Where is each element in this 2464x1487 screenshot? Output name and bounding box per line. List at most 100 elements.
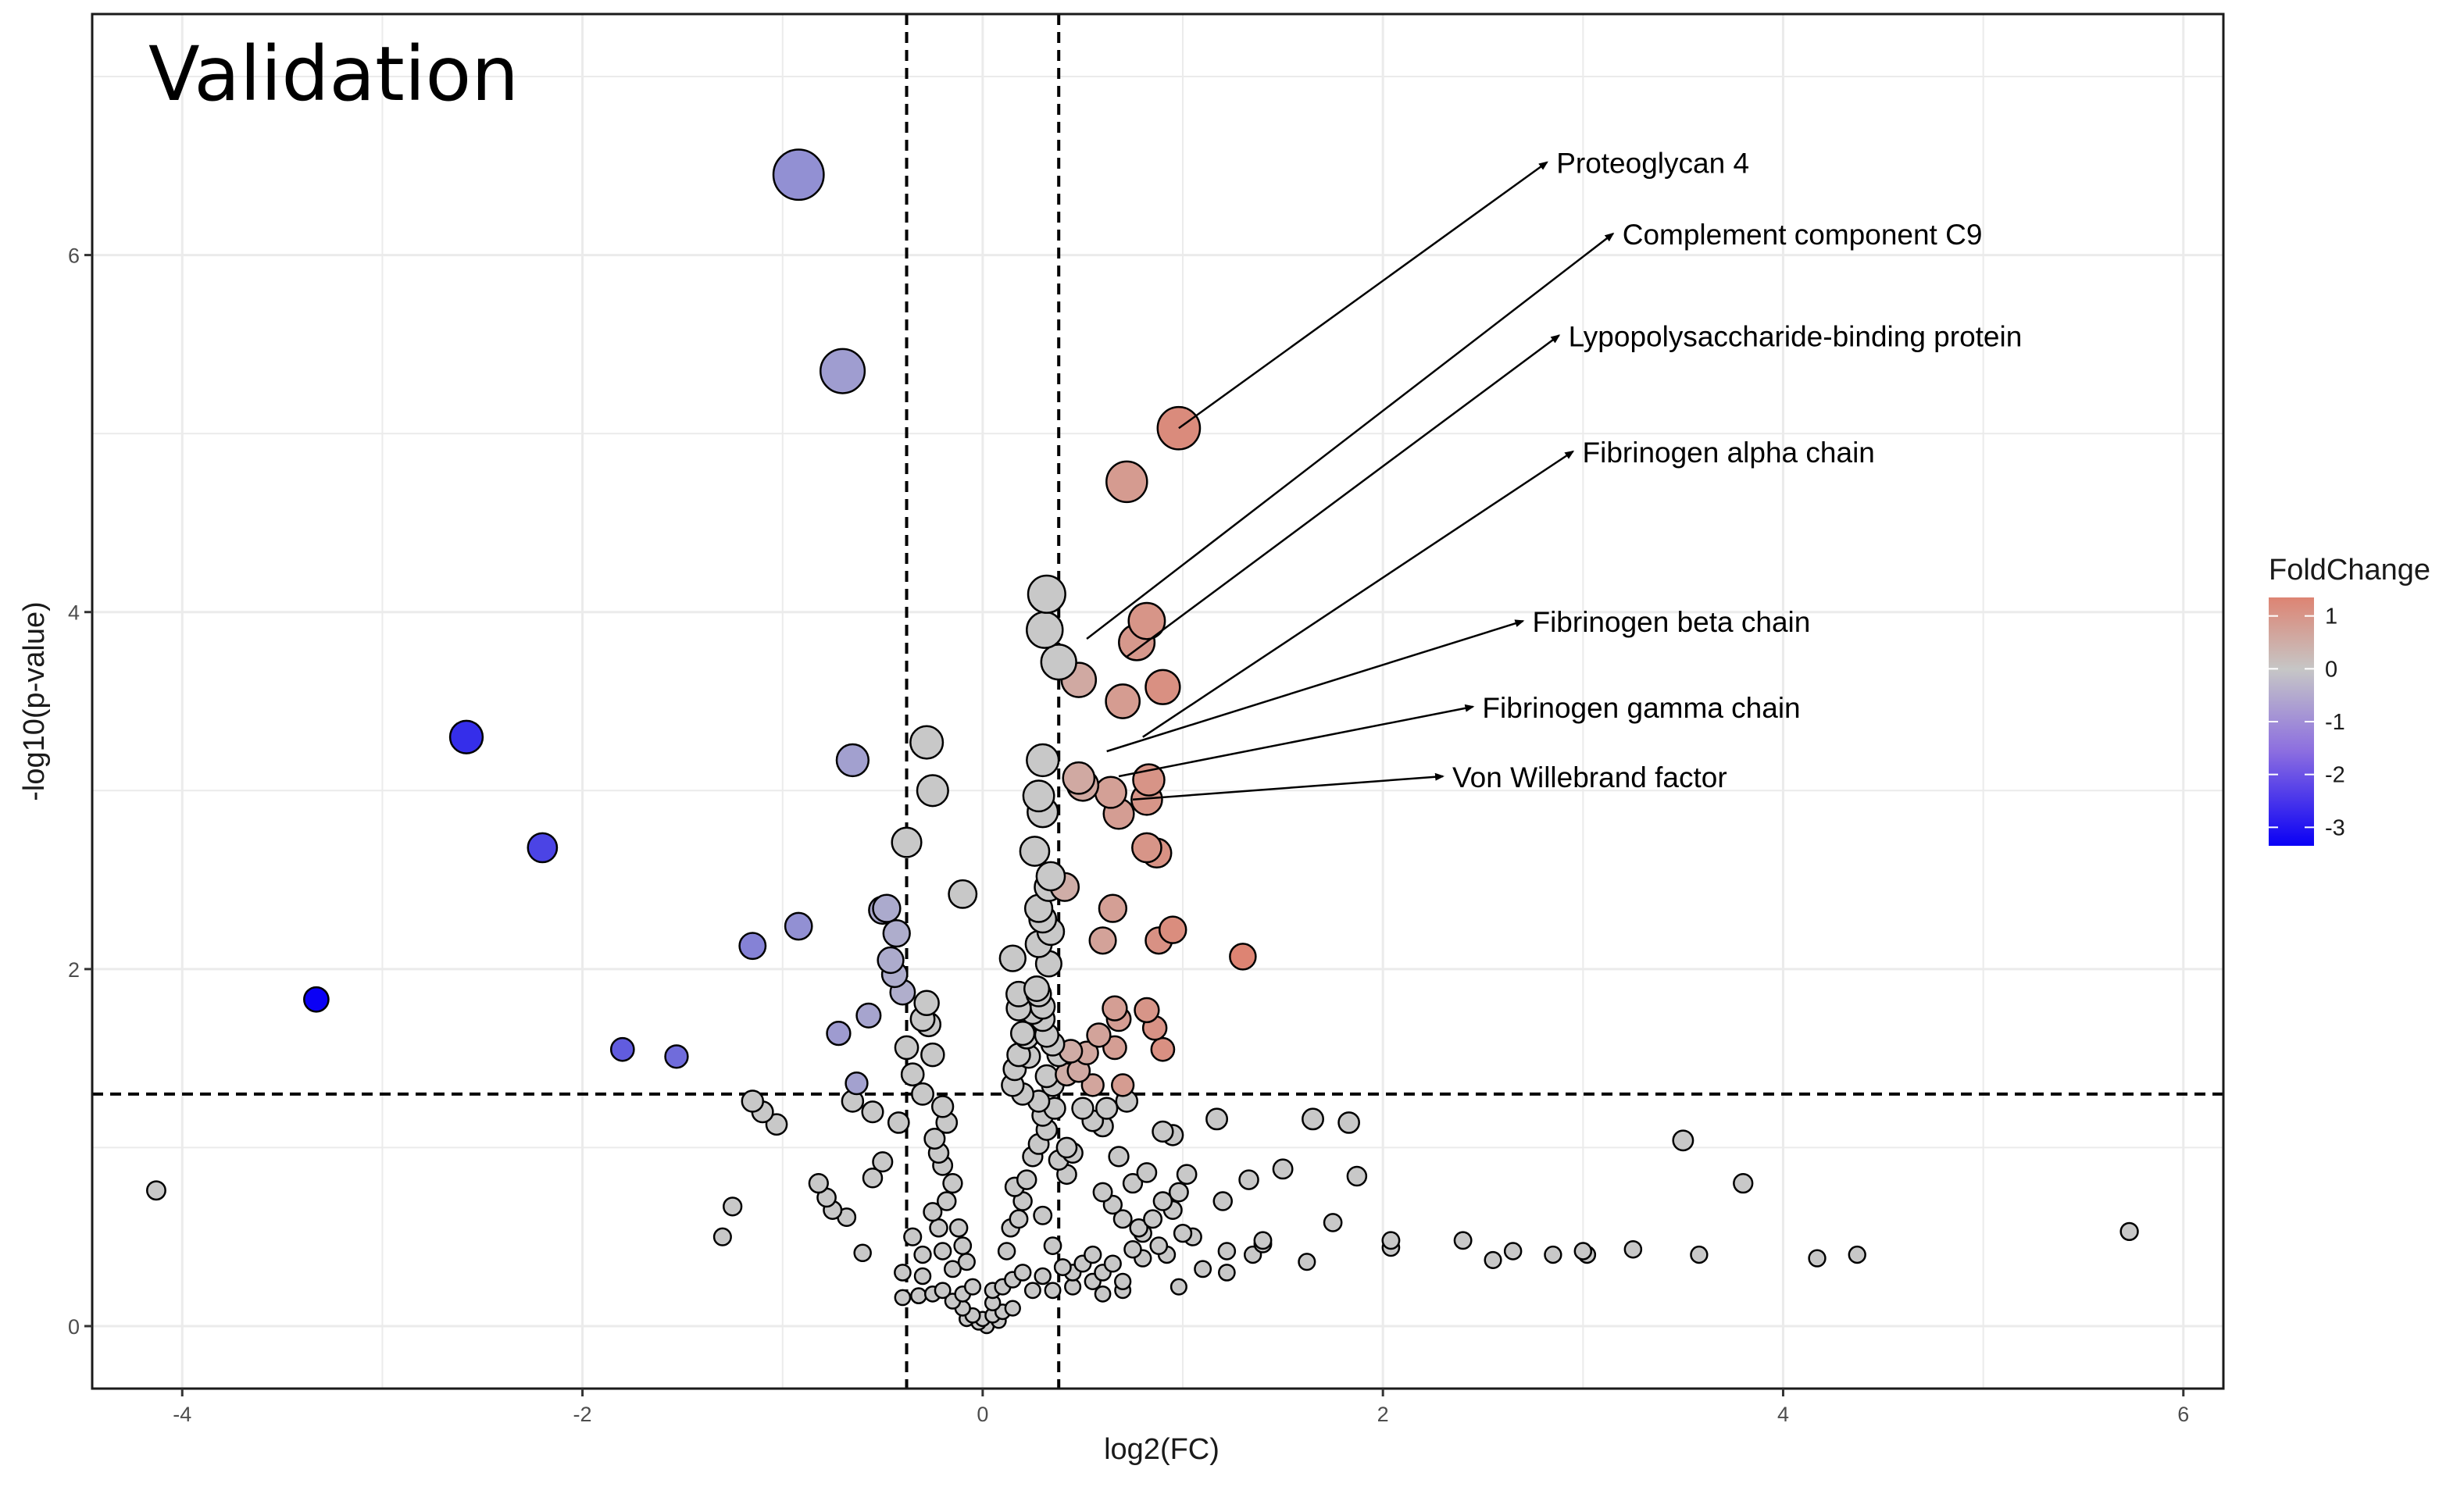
data-point [933, 1242, 952, 1261]
data-point [1149, 1236, 1169, 1255]
y-tick-label: 6 [68, 244, 80, 268]
data-point [1272, 1158, 1294, 1180]
x-tick-label: -2 [573, 1403, 592, 1426]
data-point [1503, 1242, 1523, 1261]
data-point [855, 1002, 882, 1029]
data-point [862, 1168, 884, 1189]
data-point [1092, 1182, 1113, 1203]
data-point [712, 1227, 732, 1246]
data-point [1019, 836, 1051, 867]
data-point [1381, 1231, 1401, 1250]
data-point [765, 1113, 788, 1136]
data-point [1573, 1242, 1593, 1261]
y-axis-title: -log10(p-value) [18, 601, 51, 801]
data-point [1152, 1191, 1173, 1211]
data-point [835, 743, 870, 778]
data-point [1176, 1164, 1198, 1186]
data-point [664, 1044, 689, 1069]
data-point [877, 946, 905, 975]
annotation-arrow [1106, 619, 1525, 753]
data-point [1112, 1209, 1133, 1229]
data-point [1123, 1239, 1142, 1259]
data-point [887, 1111, 910, 1134]
data-point [1690, 1245, 1709, 1264]
data-point [1034, 1267, 1052, 1286]
data-point [937, 1191, 957, 1211]
data-point [1055, 1136, 1078, 1159]
data-point [1136, 1162, 1158, 1183]
data-point [948, 1218, 969, 1238]
data-point [1158, 915, 1187, 944]
data-point [948, 879, 978, 909]
legend-tick-label: -2 [2325, 763, 2345, 788]
x-tick-label: 0 [977, 1403, 988, 1426]
color-legend: FoldChange 1 0 -1 -2 -3 [2269, 554, 2430, 846]
data-point [1122, 1172, 1144, 1194]
data-point [930, 1095, 955, 1118]
data-point [784, 911, 813, 941]
data-point [1484, 1250, 1502, 1269]
data-point [1229, 943, 1257, 971]
data-point [1253, 1231, 1273, 1250]
data-point [920, 1042, 945, 1068]
data-point [303, 986, 330, 1013]
legend-tick-label: -3 [2325, 815, 2345, 840]
legend-ticks: 1 0 -1 -2 -3 [2269, 604, 2345, 840]
data-point [146, 1180, 166, 1201]
data-point [1027, 574, 1066, 614]
data-point [943, 1260, 962, 1278]
data-point [916, 774, 949, 808]
data-point [1218, 1264, 1236, 1282]
data-point [1156, 405, 1202, 451]
data-point [1095, 1097, 1119, 1120]
y-tick-label: 0 [68, 1315, 80, 1339]
data-point [953, 1236, 973, 1255]
data-point [738, 932, 767, 961]
data-point [1023, 975, 1051, 1003]
data-point [1108, 1146, 1130, 1168]
data-point [891, 826, 923, 858]
x-tick-label: 6 [2177, 1403, 2189, 1426]
data-point [723, 1196, 743, 1217]
data-point [900, 1062, 925, 1087]
data-point [894, 1264, 912, 1282]
data-point [1168, 1182, 1189, 1203]
data-point [1143, 1209, 1163, 1229]
data-point [909, 725, 945, 760]
annotation-label: Proteoglycan 4 [1556, 148, 1749, 180]
data-point [1080, 1073, 1105, 1097]
data-point [957, 1253, 976, 1271]
data-point [872, 893, 902, 923]
data-point [1105, 460, 1148, 504]
data-point [808, 1172, 829, 1194]
data-point [1808, 1249, 1827, 1268]
data-point [1129, 1218, 1148, 1238]
data-point [609, 1036, 635, 1062]
data-point [1102, 995, 1128, 1022]
data-point [1623, 1239, 1643, 1259]
data-point [1212, 1191, 1233, 1211]
data-point [1009, 1209, 1029, 1229]
data-point [1105, 683, 1141, 719]
axes: -4 -2 0 2 4 6 0 2 4 6 [68, 244, 2189, 1426]
data-point [964, 1278, 982, 1296]
annotation-label: Lypopolysaccharide-binding protein [1569, 320, 2023, 352]
annotation-label: Fibrinogen beta chain [1532, 606, 1810, 638]
data-point [1170, 1278, 1187, 1296]
data-point [1016, 1169, 1037, 1190]
data-point [1044, 1282, 1062, 1300]
data-point [913, 990, 940, 1017]
data-point [1088, 926, 1117, 955]
data-point [1238, 1169, 1259, 1190]
data-point [1205, 1107, 1229, 1131]
data-point [1009, 1020, 1036, 1047]
data-point [1152, 1120, 1174, 1143]
data-point [997, 1242, 1016, 1261]
data-point [861, 1100, 884, 1124]
data-point [1043, 1236, 1062, 1255]
legend-tick-label: -1 [2325, 710, 2345, 735]
legend-tick-label: 1 [2325, 604, 2337, 629]
data-point [934, 1282, 952, 1300]
data-point [923, 1127, 946, 1150]
legend-title: FoldChange [2269, 554, 2430, 587]
